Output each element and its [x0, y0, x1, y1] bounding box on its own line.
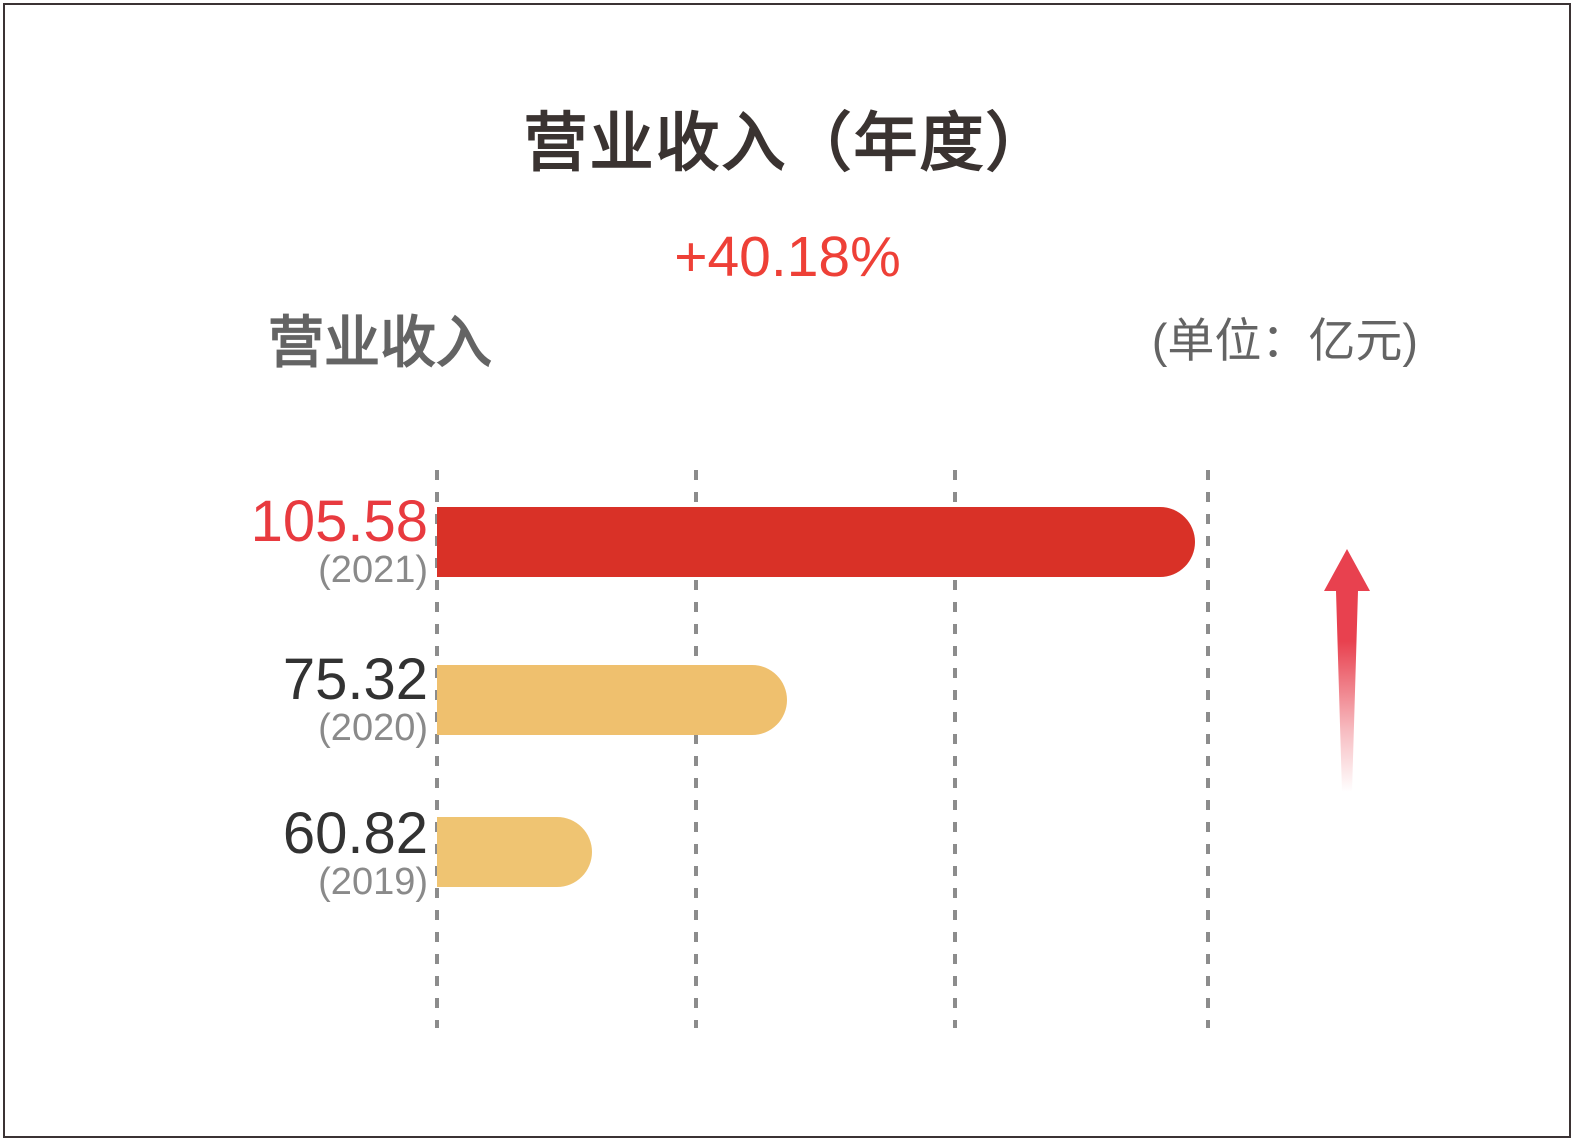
- growth-rate-label: +40.18%: [674, 225, 901, 289]
- growth-arrow-icon: [1324, 549, 1370, 792]
- value-label: 75.32: [282, 647, 428, 712]
- page-title: 营业收入（年度）: [523, 107, 1052, 179]
- unit-label: (单位：亿元): [1151, 314, 1418, 367]
- value-label: 60.82: [282, 801, 428, 866]
- bar-2019: [437, 817, 592, 887]
- value-label: 105.58: [250, 489, 428, 554]
- gridline: [953, 470, 957, 1028]
- gridline: [1206, 470, 1210, 1028]
- series-label: 营业收入: [268, 311, 492, 374]
- bar-2021: [437, 507, 1195, 577]
- bar-2020: [437, 665, 787, 735]
- gridline: [694, 470, 698, 1028]
- year-label: (2020): [318, 707, 428, 749]
- gridline: [435, 470, 439, 1028]
- year-label: (2019): [318, 861, 428, 903]
- year-label: (2021): [318, 549, 428, 591]
